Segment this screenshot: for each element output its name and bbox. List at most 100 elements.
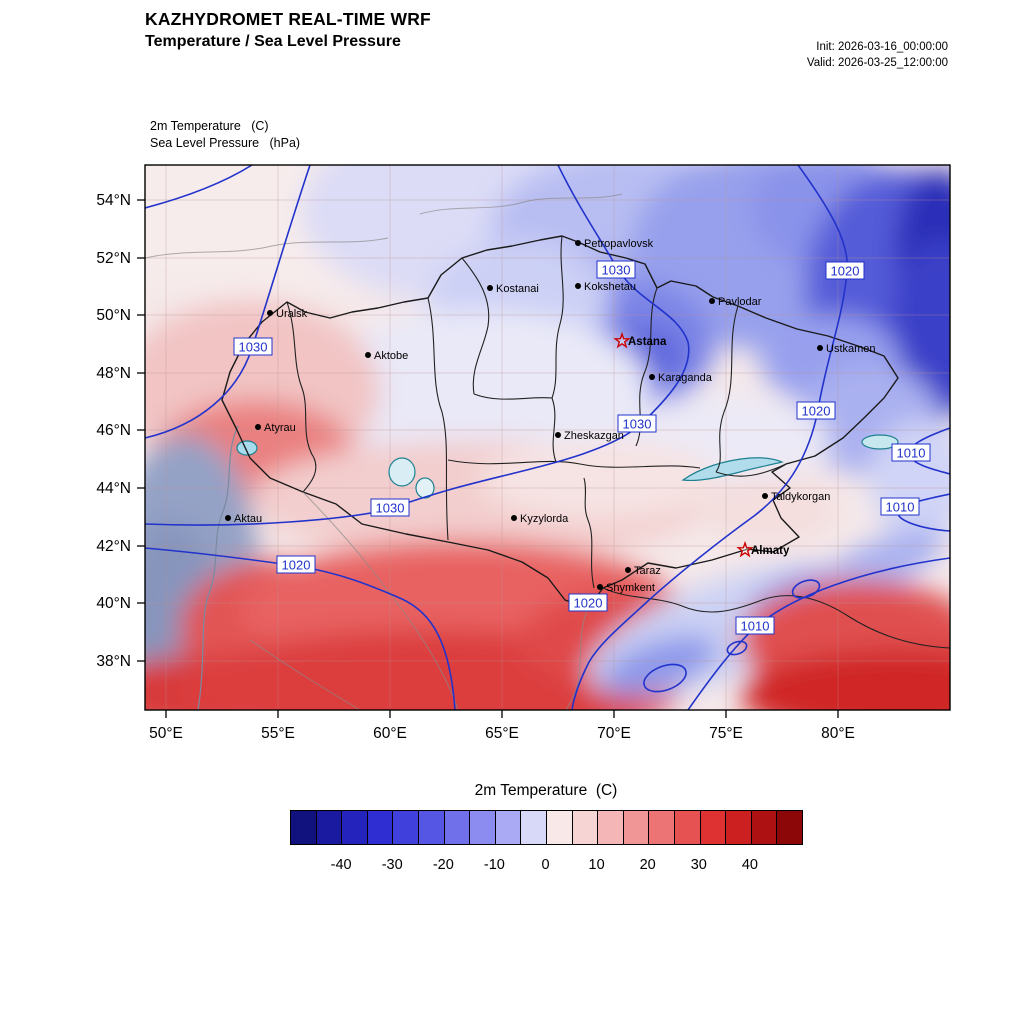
colorbar-cell <box>623 811 650 844</box>
colorbar-cell <box>418 811 445 844</box>
oblast-border <box>715 305 739 473</box>
y-axis-tick-label: 42°N <box>96 538 131 555</box>
colorbar-cell <box>751 811 778 844</box>
pressure-contour-label: 1030 <box>602 263 631 278</box>
city-label: Uralsk <box>276 308 308 320</box>
temperature-shading-field <box>145 165 950 710</box>
uzbek-border <box>565 607 589 710</box>
colorbar-cell <box>726 811 752 844</box>
y-axis-tick-label: 48°N <box>96 365 131 382</box>
oblast-border <box>583 477 595 589</box>
x-axis-tick-label: 50°E <box>149 725 183 742</box>
admin-borders <box>145 193 950 710</box>
pressure-contour-label: 1020 <box>574 596 603 611</box>
oblast-border <box>473 393 557 463</box>
city-dot-icon <box>762 493 768 499</box>
y-axis-tick-label: 44°N <box>96 480 131 497</box>
city-label: Kokshetau <box>584 281 636 293</box>
pressure-label-box <box>276 555 316 574</box>
x-axis-tick-label: 70°E <box>597 725 631 742</box>
colorbar-cell <box>316 811 343 844</box>
pressure-contour-label: 1020 <box>282 558 311 573</box>
pressure-contour-label: 1030 <box>376 501 405 516</box>
x-axis-tick-label: 65°E <box>485 725 519 742</box>
city-label: Petropavlovsk <box>584 238 654 250</box>
city-dot-icon <box>709 298 715 304</box>
city-label: Taraz <box>634 565 661 577</box>
lake-balkhash <box>681 457 784 482</box>
city-label: Almaty <box>751 545 790 557</box>
city-dot-icon <box>365 352 371 358</box>
pressure-label-box <box>568 593 608 612</box>
colorbar-tick-labels: -40 -30 -20 -10 0 10 20 30 40 <box>290 857 802 879</box>
city-label: Aktobe <box>374 350 408 362</box>
city-label: Kyzylorda <box>520 513 569 525</box>
aral-sea-east <box>415 477 435 499</box>
colorbar-cell <box>291 811 317 844</box>
colorbar-cell <box>444 811 471 844</box>
map-frame <box>144 164 951 711</box>
colorbar-cell <box>342 811 368 844</box>
y-axis-tick-label: 54°N <box>96 192 131 209</box>
colorbar-tick-label: 30 <box>690 857 707 873</box>
city-markers-layer: Petropavlovsk Kostanai Kokshetau Pavlodar Ur… <box>225 238 876 594</box>
oblast-border <box>286 301 317 493</box>
colorbar-tick-label: 10 <box>588 857 605 873</box>
pressure-contour-label: 1030 <box>623 417 652 432</box>
colorbar-tick-label: 40 <box>741 857 758 873</box>
isobar-closed-low <box>726 640 748 656</box>
colorbar-block: 2m Temperature (C) -40 -30 -20 -10 0 10 20 30 40 <box>290 782 803 879</box>
pressure-label-box <box>880 497 920 516</box>
colorbar-cell <box>572 811 599 844</box>
pressure-label-box <box>617 414 657 433</box>
pressure-contour-label: 1030 <box>239 340 268 355</box>
city-dot-icon <box>267 310 273 316</box>
capital-star-icon <box>736 540 754 558</box>
init-time: Init: 2026-03-16_00:00:00 <box>816 41 948 53</box>
turkmen-border <box>249 639 361 710</box>
city-label: Karaganda <box>658 372 713 384</box>
city-dot-icon <box>817 345 823 351</box>
isobar-1020 <box>145 547 456 710</box>
oblast-border <box>551 235 564 399</box>
colorbar <box>290 810 803 845</box>
city-label: Aktau <box>234 513 262 525</box>
pressure-contour-label: 1010 <box>897 446 926 461</box>
colorbar-cell <box>521 811 547 844</box>
oblast-border <box>461 257 490 395</box>
x-axis-tick-label: 55°E <box>261 725 295 742</box>
russia-region-border <box>145 237 389 259</box>
city-dot-icon <box>511 515 517 521</box>
colorbar-cell <box>367 811 394 844</box>
field-label-temperature: 2m Temperature (C) <box>150 119 269 133</box>
pressure-contour-label: 1020 <box>802 404 831 419</box>
colorbar-cell <box>470 811 496 844</box>
city-dot-icon <box>225 515 231 521</box>
colorbar-tick-label: 0 <box>541 857 550 873</box>
oblast-border <box>447 459 701 469</box>
pressure-labels-layer: 1030 1020 1030 1020 1010 1030 1010 1030 1020 1020… <box>233 260 931 635</box>
pressure-label-box <box>370 498 410 517</box>
pressure-contour-label: 1020 <box>831 264 860 279</box>
city-dot-icon <box>487 285 493 291</box>
pressure-label-box <box>891 443 931 462</box>
run-times: Init: 2026-03-16_00:00:00 Valid: 2026-03… <box>807 39 948 71</box>
oblast-border <box>715 463 787 477</box>
lake-zaysan <box>861 434 899 450</box>
aral-sea <box>388 457 416 487</box>
city-label: Pavlodar <box>718 296 762 308</box>
colorbar-tick-label: -30 <box>381 857 403 873</box>
isobar-1030 <box>145 165 253 209</box>
y-axis-tick-label: 50°N <box>96 307 131 324</box>
pressure-label-box <box>596 260 636 279</box>
colorbar-cell <box>495 811 522 844</box>
isobar-closed-low <box>791 579 821 599</box>
city-label: Zheskazgan <box>564 430 624 442</box>
colorbar-cell <box>777 811 802 844</box>
water-bodies <box>197 425 899 710</box>
city-dot-icon <box>575 240 581 246</box>
x-axis-tick-label: 80°E <box>821 725 855 742</box>
isobar-closed-low <box>643 663 687 693</box>
russia-region-border <box>419 193 623 215</box>
colorbar-title: 2m Temperature (C) <box>474 782 618 799</box>
